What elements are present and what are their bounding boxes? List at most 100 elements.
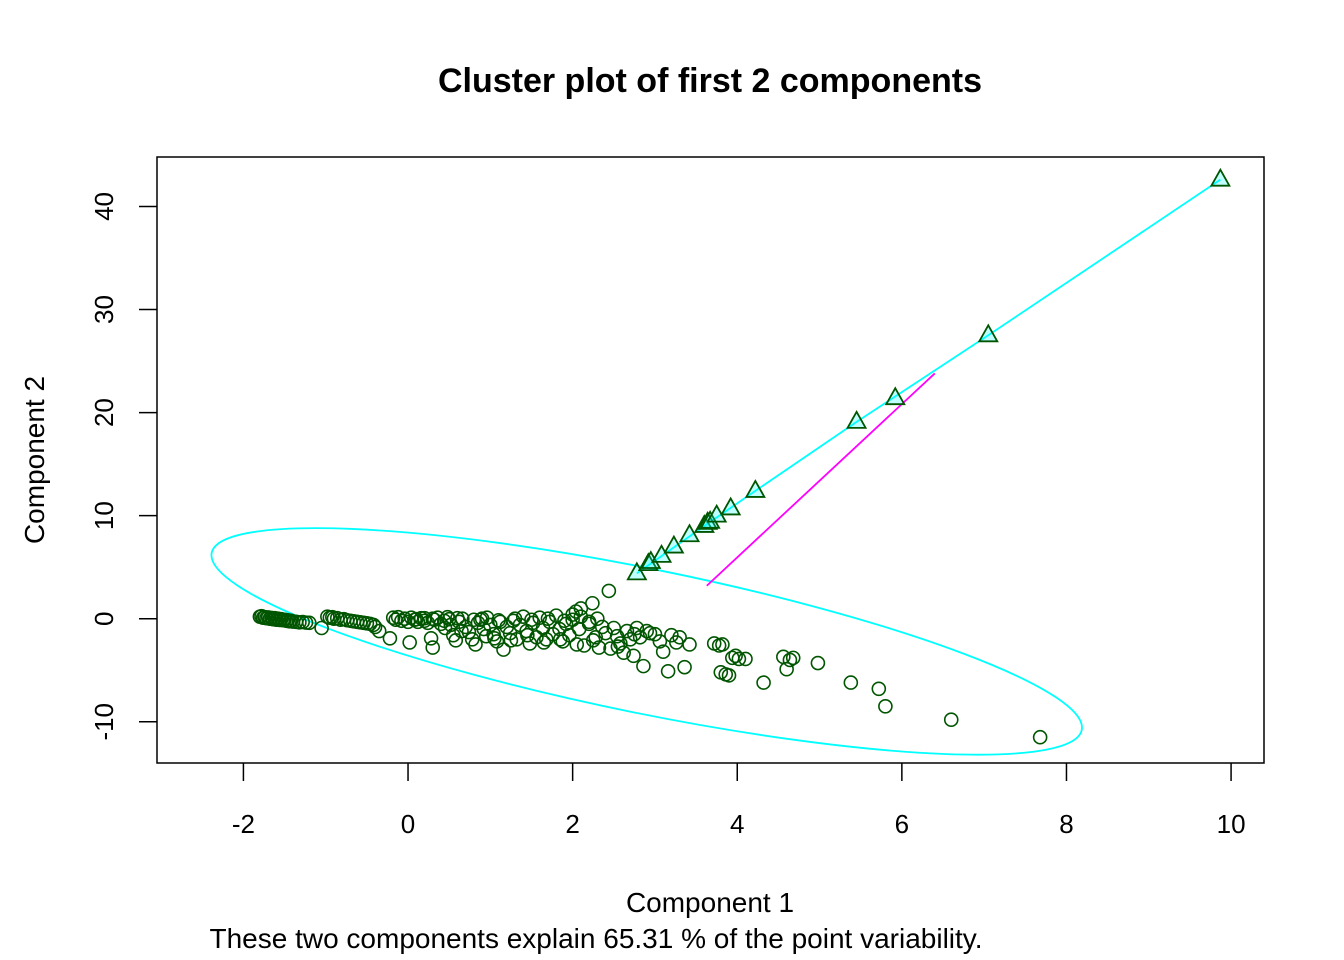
cluster-1-point <box>581 614 597 630</box>
cluster-2-point <box>846 410 868 429</box>
y-tick-label: -10 <box>89 703 119 741</box>
cluster-1-point <box>532 610 548 625</box>
cluster-1-point <box>642 625 658 641</box>
y-tick-label: 20 <box>89 398 119 427</box>
cluster-1-point <box>408 611 424 627</box>
cluster-1-point <box>425 611 441 627</box>
x-tick-label: 8 <box>1059 809 1073 839</box>
cluster-2-point <box>663 534 685 554</box>
cluster-1-point <box>478 628 494 644</box>
y-tick-label: 0 <box>89 611 119 625</box>
cluster-1-point <box>652 634 668 649</box>
cluster-2-point <box>1209 167 1231 187</box>
cluster-1-point <box>314 620 329 636</box>
cluster-2-point <box>720 496 742 516</box>
cluster-1-point <box>496 642 511 657</box>
cluster-1-ellipse <box>210 527 1083 756</box>
cluster-2-point <box>977 323 999 343</box>
cluster-1-point <box>402 635 417 650</box>
cluster-1-point <box>647 626 663 642</box>
cluster-1-point <box>715 637 730 652</box>
cluster-1-point <box>552 632 568 647</box>
cluster-1-point <box>619 623 635 639</box>
cluster-1-point <box>731 651 747 667</box>
x-tick-label: 2 <box>565 809 579 839</box>
cluster-1-point <box>536 635 552 650</box>
chart-title: Cluster plot of first 2 components <box>438 62 982 100</box>
cluster-1-point <box>385 610 401 625</box>
cluster-1-point <box>610 639 626 654</box>
cluster-1-point <box>588 629 603 645</box>
cluster-1-point <box>655 644 671 659</box>
cluster-1-point <box>1032 729 1048 745</box>
cluster-1-point <box>487 630 502 646</box>
cluster-1-point <box>585 595 600 611</box>
cluster-1-point <box>626 648 641 664</box>
cluster-1-point <box>423 630 439 646</box>
cluster-1-point <box>382 630 398 646</box>
x-tick-label: -2 <box>232 809 255 839</box>
cluster-1-point <box>507 611 523 627</box>
cluster-1-point <box>474 611 490 627</box>
cluster-1-point <box>606 620 622 636</box>
cluster-1-point <box>466 612 482 628</box>
cluster-1-point <box>491 612 506 628</box>
cluster-1-point <box>524 612 539 628</box>
cluster-1-point <box>397 611 413 627</box>
cluster-1-point <box>425 640 441 655</box>
cluster-1-point <box>728 648 743 664</box>
cluster-2-point <box>744 479 766 498</box>
cluster-1-point <box>437 620 453 636</box>
cluster-1-point <box>520 627 535 643</box>
cluster-1-point <box>301 615 317 631</box>
x-axis: -2 0 2 4 6 8 10 <box>232 763 1246 839</box>
cluster-2-point <box>699 510 721 529</box>
cluster-1-point <box>367 619 383 635</box>
cluster-1-point <box>325 609 340 625</box>
cluster-1-point <box>454 623 469 639</box>
plot-area <box>210 167 1231 756</box>
cluster-1-point <box>738 651 753 667</box>
cluster-1-point <box>672 629 687 645</box>
y-axis: -10 0 10 20 30 40 <box>89 192 157 741</box>
x-tick-label: 0 <box>401 809 415 839</box>
cluster-1-point <box>779 661 794 677</box>
cluster-1-point <box>843 675 859 690</box>
y-tick-label: 30 <box>89 295 119 324</box>
cluster-1-point <box>622 632 638 647</box>
cluster-1-point <box>682 637 697 652</box>
cluster-2-point <box>650 544 673 563</box>
cluster-1-point <box>677 659 692 675</box>
chart-subtitle: These two components explain 65.31 % of … <box>209 923 982 954</box>
plot-frame <box>156 156 1265 764</box>
y-tick-label: 10 <box>89 501 119 530</box>
y-axis-label: Component 2 <box>19 376 50 544</box>
cluster-2-point <box>678 523 701 543</box>
x-tick-label: 10 <box>1217 809 1246 839</box>
cluster-2-point <box>626 561 648 581</box>
cluster-1-point <box>569 637 585 652</box>
cluster-1-point <box>664 627 679 643</box>
cluster-1-point <box>371 623 387 639</box>
cluster-1-point <box>756 675 771 690</box>
cluster-1-point <box>785 650 801 666</box>
cluster-1-point <box>468 637 483 652</box>
cluster-1-point <box>417 610 432 626</box>
cluster-1-point <box>721 668 737 683</box>
cluster-1-point <box>782 652 798 668</box>
cluster-1-point <box>461 624 477 640</box>
y-tick-label: 40 <box>89 192 119 221</box>
cluster-link-segment <box>706 372 936 587</box>
cluster-2-point <box>640 550 662 569</box>
x-tick-label: 4 <box>730 809 744 839</box>
x-tick-label: 6 <box>895 809 909 839</box>
cluster-1-point <box>943 712 959 728</box>
cluster-1-point <box>548 608 564 623</box>
cluster-1-point <box>878 699 893 714</box>
cluster-1-point <box>441 611 457 627</box>
cluster-1-point <box>503 633 519 648</box>
cluster-2-point <box>884 386 906 406</box>
cluster-1-point <box>810 655 826 671</box>
cluster-1-point <box>565 612 580 628</box>
